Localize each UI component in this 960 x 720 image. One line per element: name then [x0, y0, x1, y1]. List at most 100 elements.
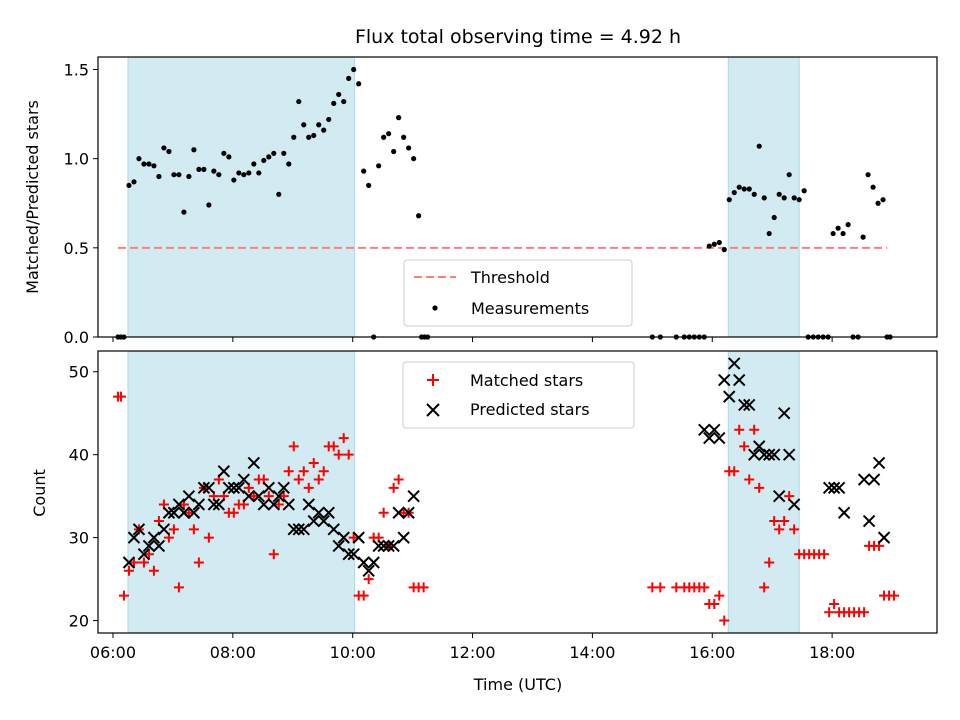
- measurement-point: [206, 202, 212, 208]
- matched-star-point: [699, 582, 710, 593]
- matched-star-point: [749, 424, 760, 435]
- matched-star-point: [754, 482, 765, 493]
- measurement-point: [346, 75, 352, 82]
- measurement-point: [336, 91, 342, 98]
- measurement-point: [356, 81, 362, 87]
- bottom-legend: Matched stars Predicted stars: [402, 361, 635, 429]
- measurement-point: [741, 186, 747, 192]
- predicted-star-point: [767, 448, 781, 461]
- matched-star-point: [283, 466, 294, 477]
- measurement-point: [201, 166, 207, 172]
- matched-star-point: [378, 507, 389, 518]
- matched-star-point: [343, 449, 354, 460]
- predicted-star-point: [743, 398, 756, 412]
- matched-star-point: [303, 482, 314, 493]
- predicted-star-point: [867, 473, 881, 486]
- predicted-star-point: [837, 506, 851, 519]
- predicted-star-point: [872, 456, 886, 470]
- measurement-point: [396, 115, 402, 121]
- predicted-star-point: [247, 456, 261, 470]
- predicted-star-point: [708, 423, 721, 437]
- matched-star-point: [859, 607, 870, 618]
- matched-star-point: [273, 499, 284, 510]
- predicted-star-point: [347, 547, 360, 561]
- predicted-star-point: [392, 506, 405, 519]
- predicted-star-point: [407, 489, 420, 503]
- predicted-stars-points: [122, 357, 891, 578]
- predicted-star-point: [262, 481, 276, 495]
- predicted-star-point: [733, 373, 746, 387]
- y-tick-label: 1.0: [64, 150, 89, 169]
- measurement-point: [870, 184, 876, 190]
- measurement-point: [860, 234, 866, 240]
- measurement-point: [186, 173, 192, 180]
- predicted-star-point: [187, 506, 201, 519]
- predicted-star-point: [137, 547, 151, 561]
- predicted-star-point: [192, 498, 206, 511]
- y-tick-label: 0.5: [64, 239, 89, 258]
- matched-star-point: [388, 482, 399, 493]
- legend-matched-label: Matched stars: [470, 371, 583, 390]
- bottom-y-ticks: 20 30 40 50: [69, 363, 98, 631]
- measurement-point: [366, 182, 372, 189]
- predicted-star-point: [787, 498, 801, 511]
- matched-star-point: [789, 524, 800, 535]
- measurement-point: [736, 184, 742, 190]
- predicted-star-point: [728, 357, 741, 370]
- measurement-point: [331, 100, 337, 106]
- predicted-star-point: [202, 481, 216, 495]
- x-tick-label: 16:00: [689, 643, 735, 662]
- matched-star-point: [138, 557, 149, 568]
- measurement-point: [266, 154, 272, 160]
- matched-star-point: [328, 441, 339, 452]
- bottom-panel: 06:00 08:00 10:00 12:00 14:00 16:00 18:00 20 30…: [30, 350, 938, 694]
- matched-star-point: [123, 565, 134, 576]
- measurement-point: [256, 170, 262, 176]
- predicted-star-point: [827, 481, 841, 495]
- matched-star-point: [333, 449, 344, 460]
- measurement-point: [781, 195, 787, 201]
- predicted-star-point: [397, 531, 410, 544]
- x-tick-label: 06:00: [90, 643, 136, 662]
- bottom-x-ticks: 06:00 08:00 10:00 12:00 14:00 16:00 18:00: [90, 633, 855, 662]
- predicted-star-point: [703, 431, 716, 445]
- matched-star-point: [714, 590, 725, 601]
- matched-star-point: [744, 474, 755, 485]
- measurement-point: [321, 127, 327, 133]
- predicted-star-point: [227, 481, 241, 495]
- predicted-star-point: [337, 531, 350, 544]
- measurement-point: [136, 156, 142, 162]
- predicted-star-point: [222, 481, 236, 495]
- predicted-star-point: [713, 431, 726, 445]
- matched-star-point: [338, 433, 349, 444]
- measurement-point: [281, 150, 287, 156]
- measurement-point: [386, 131, 392, 137]
- measurement-point: [716, 239, 722, 246]
- measurement-point: [746, 186, 752, 192]
- measurement-point: [196, 166, 202, 172]
- matched-star-point: [358, 590, 369, 601]
- predicted-star-point: [197, 481, 211, 495]
- chart-title: Flux total observing time = 4.92 h: [355, 26, 681, 48]
- measurement-point: [156, 173, 162, 180]
- predicted-star-point: [782, 448, 796, 461]
- x-axis-label: Time (UTC): [473, 675, 562, 694]
- predicted-star-point: [142, 539, 156, 553]
- measurement-point: [241, 172, 247, 178]
- measurement-point: [786, 172, 792, 178]
- matched-star-point: [228, 507, 239, 518]
- x-tick-label: 18:00: [809, 643, 855, 662]
- measurement-point: [801, 188, 807, 194]
- predicted-star-point: [327, 523, 340, 536]
- matched-star-point: [739, 441, 750, 452]
- predicted-star-point: [252, 489, 266, 503]
- top-legend-box: [403, 259, 633, 327]
- predicted-star-point: [862, 514, 876, 528]
- predicted-star-point: [322, 506, 335, 519]
- predicted-star-point: [877, 531, 891, 544]
- matched-star-point: [759, 582, 770, 593]
- predicted-star-point: [757, 448, 771, 461]
- matched-star-point: [248, 491, 259, 502]
- predicted-star-point: [372, 539, 385, 553]
